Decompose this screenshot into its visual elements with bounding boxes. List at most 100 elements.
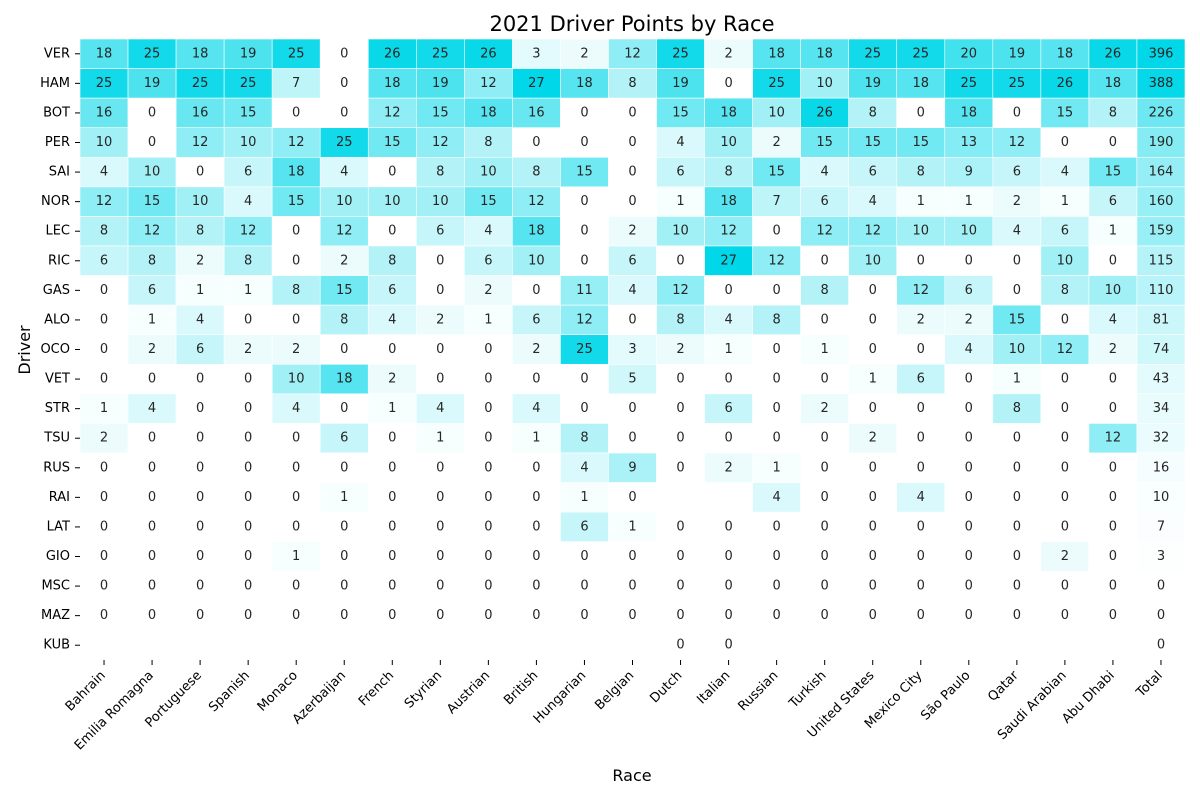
cell-value-label: 4 xyxy=(1109,312,1117,327)
cell-value-label: 0 xyxy=(100,342,108,357)
cell-value-label: 0 xyxy=(821,579,829,594)
cell-value-label: 0 xyxy=(1109,253,1117,268)
cell-value-label: 0 xyxy=(1061,519,1069,534)
cell-value-label: 0 xyxy=(1109,135,1117,150)
y-tick-label: KUB xyxy=(43,638,70,653)
heatmap-cell xyxy=(512,570,561,602)
cell-value-label: 18 xyxy=(480,105,497,120)
cell-value-label: 20 xyxy=(961,46,978,61)
cell-value-label: 74 xyxy=(1153,342,1170,357)
heatmap-cell xyxy=(175,423,225,454)
cell-value-label: 190 xyxy=(1149,135,1174,150)
heatmap-cell xyxy=(848,334,898,365)
heatmap-cell xyxy=(896,38,946,69)
cell-value-label: 0 xyxy=(917,549,925,564)
heatmap-cell xyxy=(656,156,705,188)
cell-value-label: 18 xyxy=(336,372,353,387)
cell-value-label: 4 xyxy=(772,490,780,505)
x-tick-label: Spanish xyxy=(206,668,253,715)
heatmap-cell xyxy=(560,570,609,602)
heatmap-cell xyxy=(175,570,225,602)
cell-value-label: 0 xyxy=(1109,372,1117,387)
cell-value-label: 81 xyxy=(1153,312,1170,327)
cell-value-label: 0 xyxy=(1109,608,1117,623)
cell-value-label: 7 xyxy=(292,76,300,91)
heatmap-cell xyxy=(127,393,177,424)
cell-value-label: 0 xyxy=(869,519,877,534)
heatmap-cell xyxy=(752,186,801,217)
heatmap-cell xyxy=(223,363,273,395)
cell-value-label: 25 xyxy=(144,46,161,61)
cell-value-label: 12 xyxy=(576,312,593,327)
cell-value-label: 0 xyxy=(917,460,925,475)
cell-value-label: 2 xyxy=(965,312,973,327)
cell-value-label: 2 xyxy=(196,253,204,268)
cell-value-label: 2 xyxy=(628,224,636,239)
heatmap-cell xyxy=(512,216,561,247)
cell-value-label: 16 xyxy=(1153,460,1170,475)
cell-value-label: 0 xyxy=(484,579,492,594)
cell-value-label: 0 xyxy=(1109,490,1117,505)
cell-value-label: 0 xyxy=(340,76,348,91)
heatmap-cell xyxy=(1088,363,1138,395)
heatmap-cell xyxy=(271,600,321,631)
cell-value-label: 0 xyxy=(772,372,780,387)
cell-value-label: 0 xyxy=(1061,490,1069,505)
cell-value-label: 34 xyxy=(1153,401,1170,416)
cell-value-label: 8 xyxy=(724,165,732,180)
heatmap-cell xyxy=(800,304,849,336)
cell-value-label: 0 xyxy=(292,608,300,623)
cell-value-label: 1 xyxy=(917,194,925,209)
heatmap-cell xyxy=(367,334,417,365)
cell-value-label: 10 xyxy=(912,224,929,239)
heatmap-cell xyxy=(223,423,273,454)
cell-value-label: 0 xyxy=(869,608,877,623)
heatmap-cell xyxy=(271,186,321,217)
cell-value-label: 15 xyxy=(816,135,833,150)
heatmap-cell xyxy=(79,38,129,69)
cell-value-label: 8 xyxy=(1061,283,1069,298)
cell-value-label: 4 xyxy=(148,401,156,416)
cell-value-label: 9 xyxy=(965,165,973,180)
heatmap-cell xyxy=(175,363,225,395)
heatmap-cell xyxy=(896,275,946,306)
heatmap-cell xyxy=(704,541,753,572)
cell-value-label: 0 xyxy=(772,283,780,298)
cell-value-label: 4 xyxy=(532,401,540,416)
heatmap-cell xyxy=(271,511,321,543)
cell-value-label: 8 xyxy=(388,253,396,268)
heatmap-cell xyxy=(656,570,705,602)
cell-value-label: 0 xyxy=(196,165,204,180)
heatmap-cell xyxy=(1088,570,1138,602)
heatmap-cell xyxy=(656,68,705,99)
cell-value-label: 1 xyxy=(821,342,829,357)
cell-value-label: 0 xyxy=(340,579,348,594)
heatmap-cell xyxy=(608,275,657,306)
heatmap-cell xyxy=(175,97,225,129)
heatmap-cell xyxy=(1040,38,1090,69)
y-tick-label: OCO xyxy=(40,342,70,357)
cell-value-label: 25 xyxy=(240,76,257,91)
heatmap-cell xyxy=(752,511,801,543)
heatmap-cell xyxy=(1088,334,1138,365)
heatmap-cell xyxy=(175,304,225,336)
heatmap-cell xyxy=(608,156,657,188)
cell-value-label: 27 xyxy=(720,253,737,268)
cell-value-label: 0 xyxy=(340,460,348,475)
heatmap-cell xyxy=(416,600,465,631)
cell-value-label: 0 xyxy=(100,608,108,623)
cell-value-label: 8 xyxy=(869,105,877,120)
heatmap-cell xyxy=(223,482,273,513)
cell-value-label: 26 xyxy=(816,105,833,120)
cell-value-label: 6 xyxy=(869,165,877,180)
cell-value-label: 6 xyxy=(436,224,444,239)
cell-value-label: 0 xyxy=(628,165,636,180)
heatmap-cell xyxy=(896,482,946,513)
cell-value-label: 19 xyxy=(144,76,161,91)
cell-value-label: 12 xyxy=(336,224,353,239)
cell-value-label: 0 xyxy=(917,253,925,268)
heatmap-cell xyxy=(319,600,369,631)
cell-value-label: 0 xyxy=(772,608,780,623)
heatmap-cell xyxy=(127,541,177,572)
